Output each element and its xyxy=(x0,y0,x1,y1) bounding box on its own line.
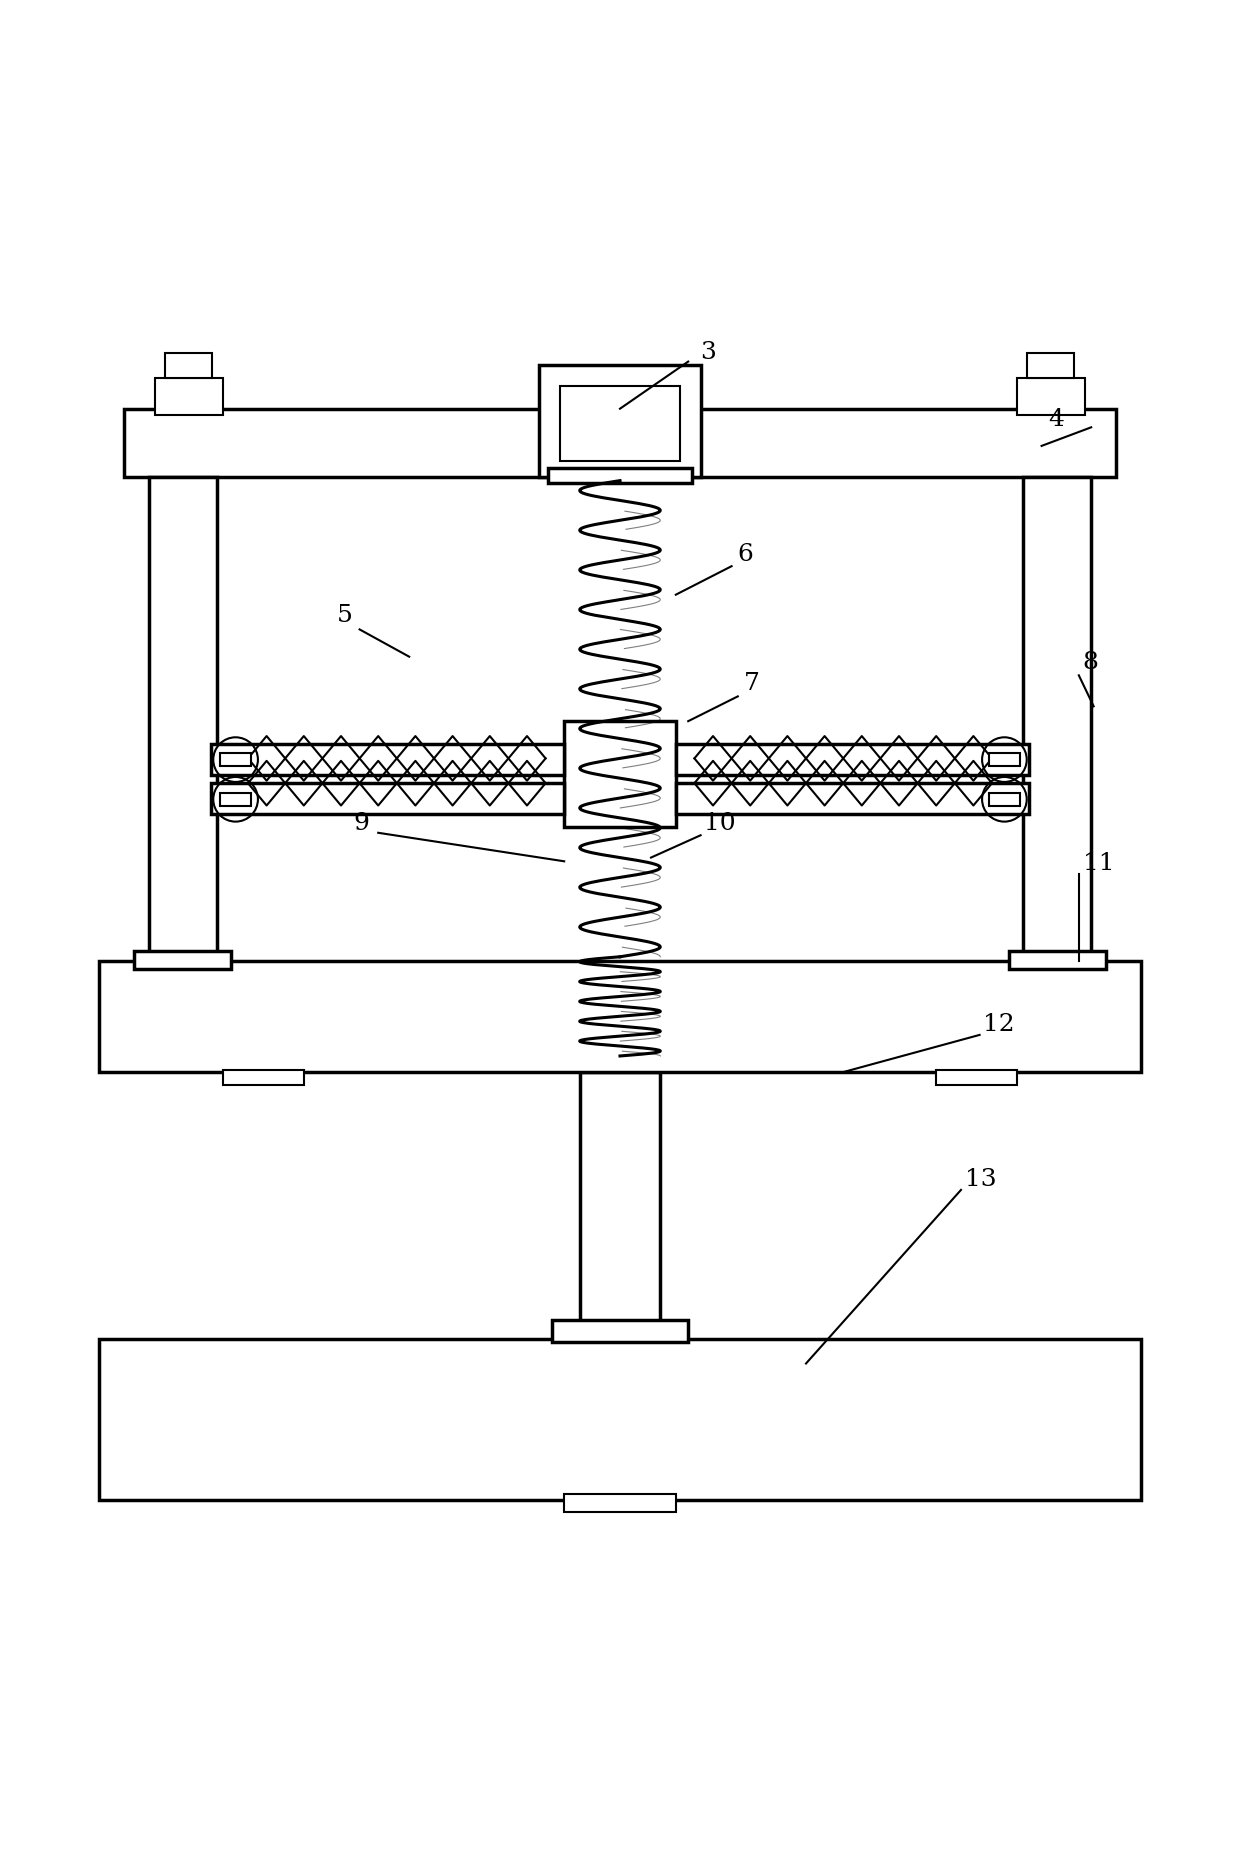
Bar xyxy=(124,409,1116,478)
Bar xyxy=(552,1320,688,1342)
Text: 9: 9 xyxy=(353,812,370,835)
Bar xyxy=(676,783,1029,814)
Text: 11: 11 xyxy=(1083,851,1114,876)
Bar xyxy=(99,961,1141,1073)
Bar xyxy=(560,387,680,461)
Bar xyxy=(1017,377,1085,415)
Bar xyxy=(1023,478,1091,961)
Bar xyxy=(165,353,212,377)
Bar xyxy=(219,753,252,766)
Text: 12: 12 xyxy=(983,1013,1016,1035)
Bar xyxy=(155,377,223,415)
Bar xyxy=(988,753,1021,766)
Bar xyxy=(936,1069,1017,1084)
Bar xyxy=(211,783,564,814)
Text: 13: 13 xyxy=(965,1167,997,1192)
Bar xyxy=(99,1338,1141,1500)
Bar xyxy=(564,721,676,827)
Text: 5: 5 xyxy=(337,604,353,626)
Text: 10: 10 xyxy=(704,812,737,835)
Bar xyxy=(134,950,231,969)
Bar xyxy=(219,792,252,807)
Bar xyxy=(1027,353,1074,377)
Bar xyxy=(1009,950,1106,969)
Bar xyxy=(564,1493,676,1513)
Bar xyxy=(988,792,1021,807)
Bar xyxy=(211,744,564,775)
Bar xyxy=(548,468,692,483)
Bar xyxy=(580,1073,660,1338)
Bar xyxy=(676,744,1029,775)
Bar xyxy=(149,478,217,961)
Text: 8: 8 xyxy=(1083,651,1099,675)
Bar xyxy=(539,366,701,478)
Text: 4: 4 xyxy=(1048,409,1064,431)
Text: 7: 7 xyxy=(744,673,760,695)
Text: 6: 6 xyxy=(738,543,754,567)
Bar xyxy=(223,1069,304,1084)
Text: 3: 3 xyxy=(701,340,717,364)
